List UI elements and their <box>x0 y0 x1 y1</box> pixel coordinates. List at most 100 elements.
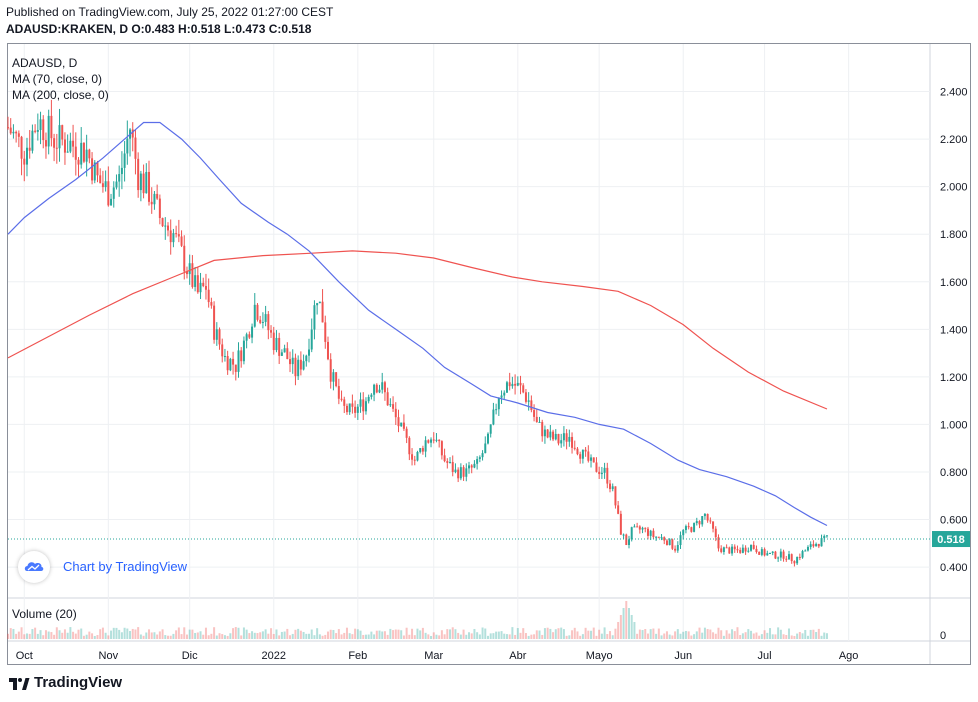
candle-body[interactable] <box>96 162 99 176</box>
candle-body[interactable] <box>619 513 622 535</box>
candle-body[interactable] <box>191 263 194 287</box>
candle-body[interactable] <box>175 233 178 235</box>
candle-body[interactable] <box>278 337 281 356</box>
candle-body[interactable] <box>354 406 357 413</box>
candle-body[interactable] <box>549 431 552 438</box>
candle-body[interactable] <box>272 332 275 351</box>
candle-body[interactable] <box>646 528 649 536</box>
candle-body[interactable] <box>430 439 433 443</box>
candle-body[interactable] <box>739 550 742 553</box>
candle-body[interactable] <box>7 127 9 129</box>
candle-body[interactable] <box>655 536 658 538</box>
candle-body[interactable] <box>161 218 164 227</box>
candle-body[interactable] <box>573 447 576 449</box>
candle-body[interactable] <box>20 136 23 159</box>
candle-body[interactable] <box>777 557 780 559</box>
candle-body[interactable] <box>80 142 83 165</box>
candle-body[interactable] <box>468 465 470 469</box>
candle-body[interactable] <box>625 534 628 546</box>
candle-body[interactable] <box>386 392 389 406</box>
candle-body[interactable] <box>823 535 826 539</box>
candle-body[interactable] <box>649 530 652 536</box>
candle-body[interactable] <box>42 119 45 141</box>
candle-body[interactable] <box>61 125 64 140</box>
candle-body[interactable] <box>427 440 430 443</box>
candle-body[interactable] <box>402 422 405 429</box>
candle-body[interactable] <box>614 486 617 506</box>
candle-body[interactable] <box>671 539 674 549</box>
candle-body[interactable] <box>397 417 400 427</box>
candle-body[interactable] <box>500 395 503 398</box>
candle-body[interactable] <box>657 536 660 538</box>
candle-body[interactable] <box>782 551 785 559</box>
candle-body[interactable] <box>503 392 506 396</box>
candle-body[interactable] <box>652 530 655 538</box>
candle-body[interactable] <box>118 174 121 182</box>
candle-body[interactable] <box>348 403 351 413</box>
candle-body[interactable] <box>714 528 717 538</box>
candle-body[interactable] <box>606 467 609 484</box>
candle-body[interactable] <box>411 454 414 460</box>
candle-body[interactable] <box>47 115 50 147</box>
candle-body[interactable] <box>213 305 216 340</box>
candle-body[interactable] <box>750 544 753 551</box>
candle-body[interactable] <box>381 382 384 390</box>
candle-body[interactable] <box>324 322 327 342</box>
candle-body[interactable] <box>318 301 321 304</box>
candle-body[interactable] <box>766 553 769 556</box>
candle-body[interactable] <box>245 334 248 341</box>
candle-body[interactable] <box>787 554 790 560</box>
candle-body[interactable] <box>533 410 536 417</box>
candle-body[interactable] <box>50 115 53 139</box>
candle-body[interactable] <box>9 127 12 134</box>
candle-body[interactable] <box>462 467 465 477</box>
candle-body[interactable] <box>218 329 221 345</box>
candle-body[interactable] <box>779 551 782 558</box>
candle-body[interactable] <box>31 130 34 151</box>
candle-body[interactable] <box>313 305 316 330</box>
candle-body[interactable] <box>769 552 772 554</box>
candle-body[interactable] <box>242 340 245 362</box>
candle-body[interactable] <box>253 304 256 327</box>
candle-body[interactable] <box>709 520 712 522</box>
candle-body[interactable] <box>66 151 69 153</box>
candle-body[interactable] <box>663 537 666 541</box>
candle-body[interactable] <box>294 357 297 377</box>
candle-body[interactable] <box>188 263 191 275</box>
candle-body[interactable] <box>644 527 647 529</box>
candle-body[interactable] <box>801 551 804 558</box>
candle-body[interactable] <box>519 382 522 386</box>
candle-body[interactable] <box>682 530 685 536</box>
candle-body[interactable] <box>514 383 517 386</box>
candle-body[interactable] <box>717 537 720 549</box>
candle-body[interactable] <box>308 349 311 356</box>
candle-body[interactable] <box>421 448 424 452</box>
candle-body[interactable] <box>145 171 148 194</box>
candle-body[interactable] <box>565 433 568 442</box>
candle-body[interactable] <box>476 458 479 464</box>
candle-body[interactable] <box>261 321 264 323</box>
candle-body[interactable] <box>790 554 793 562</box>
candle-body[interactable] <box>156 193 159 199</box>
candle-body[interactable] <box>378 389 381 393</box>
candle-body[interactable] <box>484 443 487 454</box>
candle-body[interactable] <box>546 429 549 438</box>
candle-body[interactable] <box>636 526 639 528</box>
candle-body[interactable] <box>17 133 20 137</box>
candle-body[interactable] <box>85 149 88 162</box>
candle-body[interactable] <box>23 158 26 165</box>
candle-body[interactable] <box>774 551 777 559</box>
candle-body[interactable] <box>210 302 213 306</box>
candle-body[interactable] <box>627 539 630 546</box>
candle-body[interactable] <box>413 459 416 461</box>
candle-body[interactable] <box>367 396 370 402</box>
candle-body[interactable] <box>449 461 452 463</box>
candle-body[interactable] <box>134 137 137 159</box>
candle-body[interactable] <box>99 175 102 184</box>
candle-body[interactable] <box>28 147 31 151</box>
candle-body[interactable] <box>535 416 538 423</box>
candle-body[interactable] <box>63 139 66 153</box>
candle-body[interactable] <box>72 140 75 147</box>
candle-body[interactable] <box>356 406 359 413</box>
candle-body[interactable] <box>120 167 123 175</box>
